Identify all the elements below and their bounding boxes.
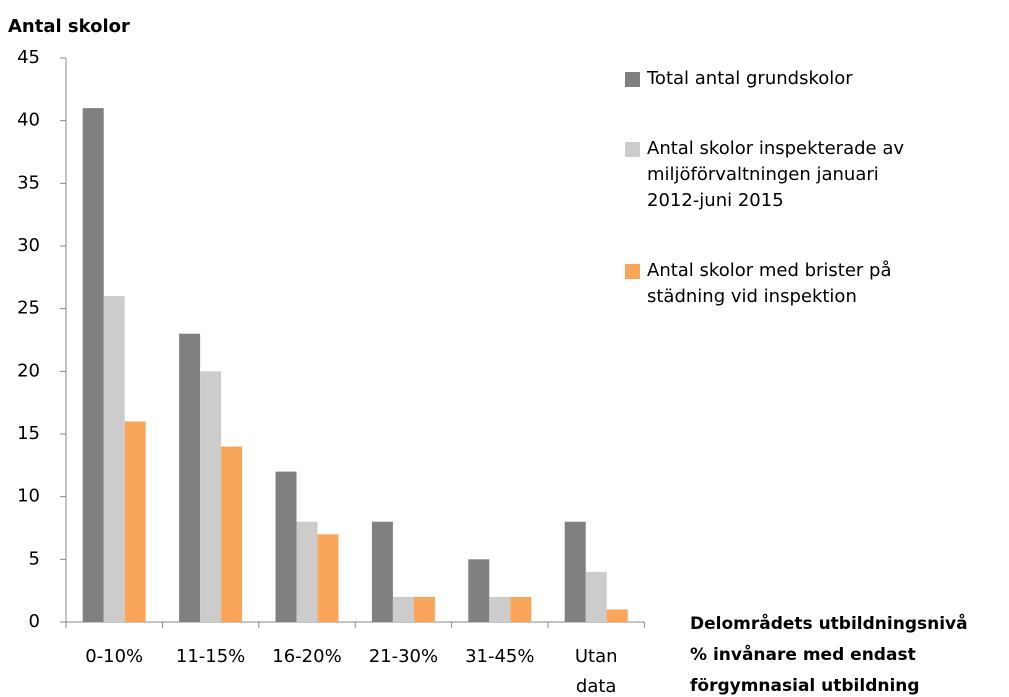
bar: [179, 333, 201, 622]
y-tick-label: 10: [17, 486, 40, 507]
bar: [200, 371, 222, 622]
x-axis-title-line: Delområdets utbildningsnivå: [690, 614, 968, 634]
legend-item: Total antal grundskolor: [625, 66, 925, 92]
x-axis-title-line: förgymnasial utbildning: [690, 676, 920, 696]
bar: [585, 571, 607, 622]
legend-label: Total antal grundskolor: [647, 68, 853, 89]
bar: [275, 471, 297, 622]
x-tick-label: 31-45%: [465, 646, 534, 667]
legend-label: Antal skolor med brister på städning vid…: [647, 260, 892, 307]
x-axis-title-line: % invånare med endast: [690, 645, 916, 665]
bar: [468, 559, 490, 622]
y-tick-label: 25: [17, 298, 40, 319]
x-tick-label: 21-30%: [369, 646, 438, 667]
y-tick-label: 0: [29, 611, 40, 632]
x-axis-title: Delområdets utbildningsnivå % invånare me…: [690, 609, 968, 697]
bar: [413, 596, 435, 622]
bar: [103, 296, 125, 622]
legend-item: Antal skolor inspekterade av miljöförval…: [625, 136, 925, 214]
y-tick-label: 40: [17, 110, 40, 131]
x-tick-label: 0-10%: [85, 646, 143, 667]
x-tick-label: Utan data: [575, 646, 618, 697]
y-tick-label: 45: [17, 47, 40, 68]
bar: [124, 421, 146, 622]
bar: [221, 446, 243, 622]
bar: [82, 108, 104, 623]
y-axis-title: Antal skolor: [8, 16, 130, 37]
bar: [371, 521, 393, 622]
bar: [317, 534, 339, 622]
y-tick-label: 35: [17, 172, 40, 193]
bar: [510, 596, 532, 622]
legend-swatch: [625, 142, 640, 157]
y-tick-label: 15: [17, 423, 40, 444]
legend: Total antal grundskolor Antal skolor insp…: [625, 66, 925, 354]
bar: [564, 521, 586, 622]
legend-label: Antal skolor inspekterade av miljöförval…: [647, 138, 905, 211]
y-tick-label: 20: [17, 360, 40, 381]
legend-swatch: [625, 264, 640, 279]
y-tick-label: 5: [29, 548, 40, 569]
legend-item: Antal skolor med brister på städning vid…: [625, 258, 925, 310]
bar: [392, 596, 414, 622]
y-tick-label: 30: [17, 235, 40, 256]
legend-swatch: [625, 72, 640, 87]
x-tick-label: 16-20%: [272, 646, 341, 667]
bar: [296, 521, 318, 622]
bar: [606, 609, 628, 622]
bar: [489, 596, 511, 622]
x-tick-label: 11-15%: [176, 646, 245, 667]
